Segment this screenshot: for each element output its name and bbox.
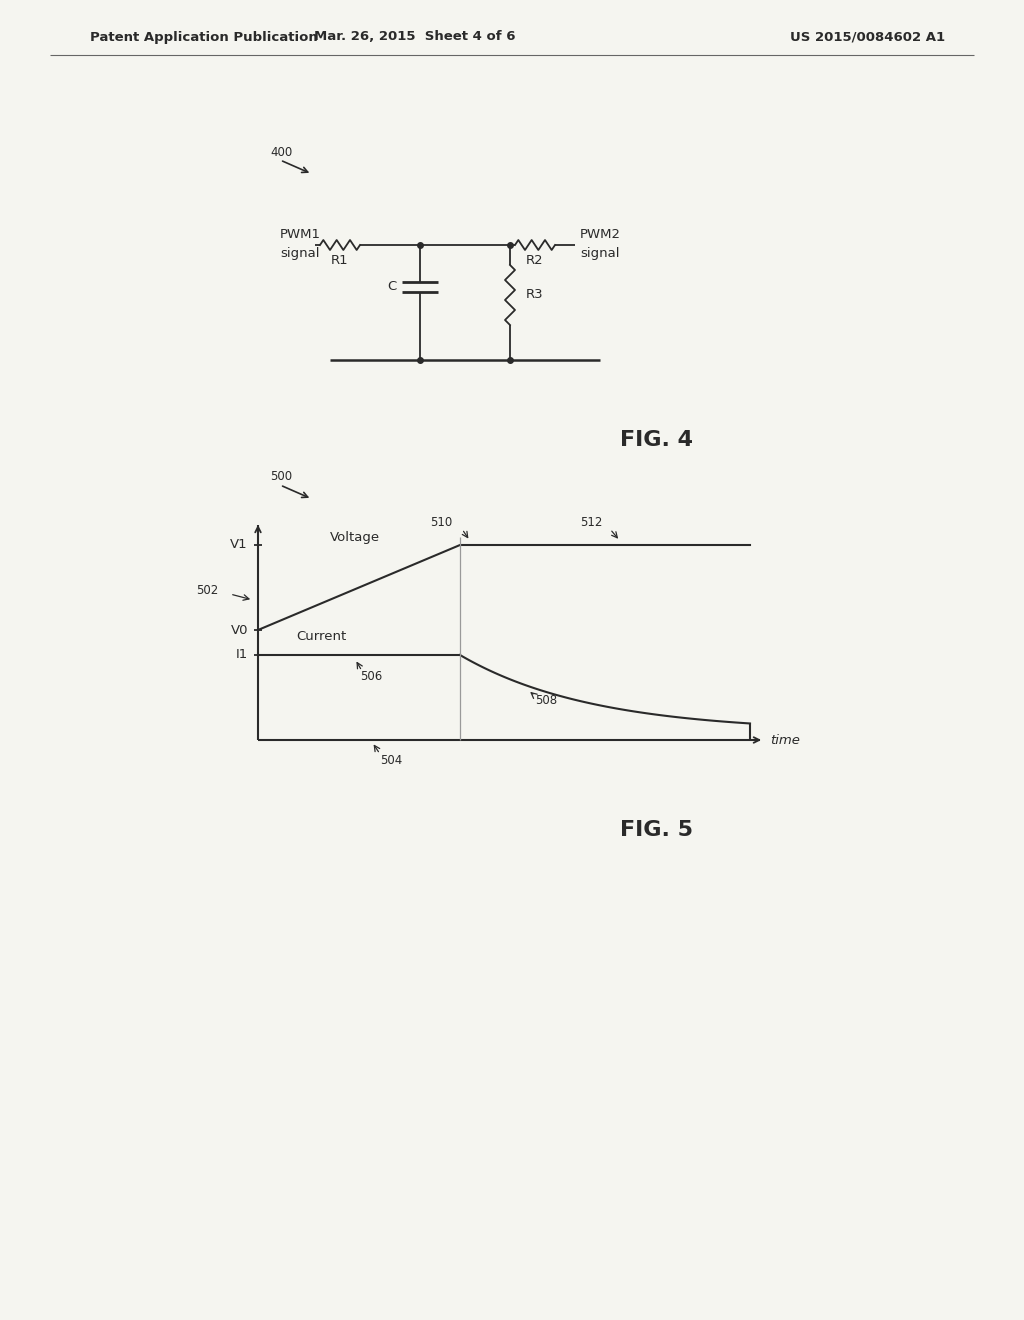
Text: time: time — [770, 734, 800, 747]
Text: PWM1: PWM1 — [280, 228, 321, 242]
Text: I1: I1 — [236, 648, 248, 661]
Text: Patent Application Publication: Patent Application Publication — [90, 30, 317, 44]
Text: FIG. 5: FIG. 5 — [620, 820, 693, 840]
Text: Mar. 26, 2015  Sheet 4 of 6: Mar. 26, 2015 Sheet 4 of 6 — [314, 30, 516, 44]
Text: Current: Current — [296, 631, 346, 644]
Text: R1: R1 — [331, 255, 349, 268]
Text: C: C — [387, 281, 396, 293]
Text: V1: V1 — [230, 539, 248, 552]
Text: US 2015/0084602 A1: US 2015/0084602 A1 — [790, 30, 945, 44]
Text: signal: signal — [580, 247, 620, 260]
Text: 512: 512 — [580, 516, 602, 529]
Text: Voltage: Voltage — [330, 531, 380, 544]
Text: V0: V0 — [230, 623, 248, 636]
Text: 504: 504 — [380, 754, 402, 767]
Text: 502: 502 — [196, 583, 218, 597]
Text: FIG. 4: FIG. 4 — [620, 430, 693, 450]
Text: 510: 510 — [430, 516, 453, 529]
Text: 500: 500 — [270, 470, 292, 483]
Text: PWM2: PWM2 — [580, 228, 621, 242]
Text: 400: 400 — [270, 145, 292, 158]
Text: R3: R3 — [526, 289, 544, 301]
Text: 508: 508 — [535, 693, 557, 706]
Text: R2: R2 — [526, 255, 544, 268]
Text: signal: signal — [280, 247, 319, 260]
Text: 506: 506 — [360, 671, 382, 684]
